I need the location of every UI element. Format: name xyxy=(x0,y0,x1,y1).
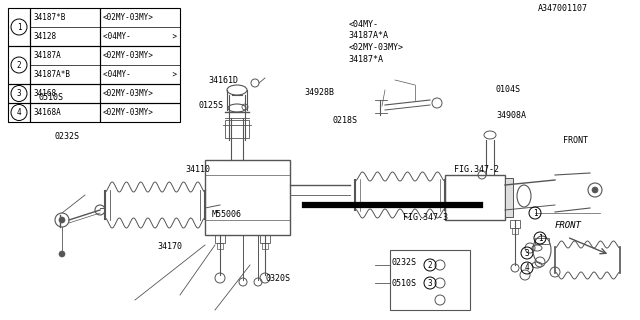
Circle shape xyxy=(59,251,65,257)
Bar xyxy=(225,120,249,138)
Bar xyxy=(510,220,520,228)
Text: 2: 2 xyxy=(17,60,21,69)
Text: <04MY-         >: <04MY- > xyxy=(103,70,177,79)
Text: 34110: 34110 xyxy=(186,165,211,174)
Text: 34187A: 34187A xyxy=(33,51,61,60)
Bar xyxy=(205,160,290,235)
Text: <02MY-03MY>: <02MY-03MY> xyxy=(103,108,154,117)
Text: 0320S: 0320S xyxy=(266,274,291,283)
Text: 34168A: 34168A xyxy=(33,108,61,117)
Text: FIG.347-2: FIG.347-2 xyxy=(454,165,499,174)
Text: <02MY-03MY>: <02MY-03MY> xyxy=(103,51,154,60)
Bar xyxy=(30,103,100,122)
Bar xyxy=(445,175,505,220)
Text: 0510S: 0510S xyxy=(38,93,63,102)
Text: 34168: 34168 xyxy=(33,89,56,98)
Text: <02MY-03MY>: <02MY-03MY> xyxy=(103,89,154,98)
Text: 3: 3 xyxy=(17,89,21,98)
Text: 1: 1 xyxy=(538,234,542,243)
Text: 0510S: 0510S xyxy=(392,279,417,288)
Text: 1: 1 xyxy=(17,22,21,31)
Text: <02MY-03MY>: <02MY-03MY> xyxy=(103,13,154,22)
Text: A347001107: A347001107 xyxy=(538,4,588,13)
Text: FIG.347-3: FIG.347-3 xyxy=(403,213,448,222)
Bar xyxy=(8,103,30,122)
Text: 0232S: 0232S xyxy=(392,258,417,267)
Bar xyxy=(30,46,100,84)
Bar xyxy=(100,84,180,103)
Bar xyxy=(30,84,100,103)
Text: 34128: 34128 xyxy=(33,32,56,41)
Text: 34187*A: 34187*A xyxy=(349,55,384,64)
Text: 34187*B: 34187*B xyxy=(33,13,65,22)
Text: 4: 4 xyxy=(17,108,21,117)
Bar xyxy=(100,46,180,84)
Text: M55006: M55006 xyxy=(211,210,241,219)
Bar xyxy=(215,235,225,243)
Text: <04MY-: <04MY- xyxy=(349,20,379,28)
Bar xyxy=(8,84,30,103)
Bar xyxy=(262,243,268,249)
Text: FRONT: FRONT xyxy=(555,220,582,229)
Bar xyxy=(260,235,270,243)
Text: FRONT: FRONT xyxy=(563,136,588,145)
Text: 3: 3 xyxy=(428,278,432,287)
Bar xyxy=(100,8,180,46)
Text: 4: 4 xyxy=(525,263,529,273)
Text: 34170: 34170 xyxy=(157,242,182,251)
Text: <02MY-03MY>: <02MY-03MY> xyxy=(349,43,404,52)
Circle shape xyxy=(59,217,65,223)
Circle shape xyxy=(592,187,598,193)
Bar xyxy=(100,103,180,122)
Bar xyxy=(505,178,513,217)
Bar xyxy=(30,8,100,46)
Text: 34187A*A: 34187A*A xyxy=(349,31,389,40)
Text: 1: 1 xyxy=(532,209,538,218)
Text: <04MY-         >: <04MY- > xyxy=(103,32,177,41)
Bar xyxy=(8,46,30,84)
Bar xyxy=(535,238,549,244)
Bar xyxy=(390,250,470,310)
Text: 2: 2 xyxy=(428,260,432,269)
Text: 34908A: 34908A xyxy=(496,111,526,120)
Text: 0232S: 0232S xyxy=(54,132,79,140)
Text: 34161D: 34161D xyxy=(208,76,238,84)
Text: 0218S: 0218S xyxy=(333,116,358,124)
Text: 34928B: 34928B xyxy=(304,88,334,97)
Text: 3: 3 xyxy=(525,249,529,258)
Text: 0104S: 0104S xyxy=(496,85,521,94)
Bar xyxy=(8,8,30,46)
Text: 34187A*B: 34187A*B xyxy=(33,70,70,79)
Bar xyxy=(512,228,518,234)
Text: 0125S: 0125S xyxy=(198,101,223,110)
Bar xyxy=(217,243,223,249)
